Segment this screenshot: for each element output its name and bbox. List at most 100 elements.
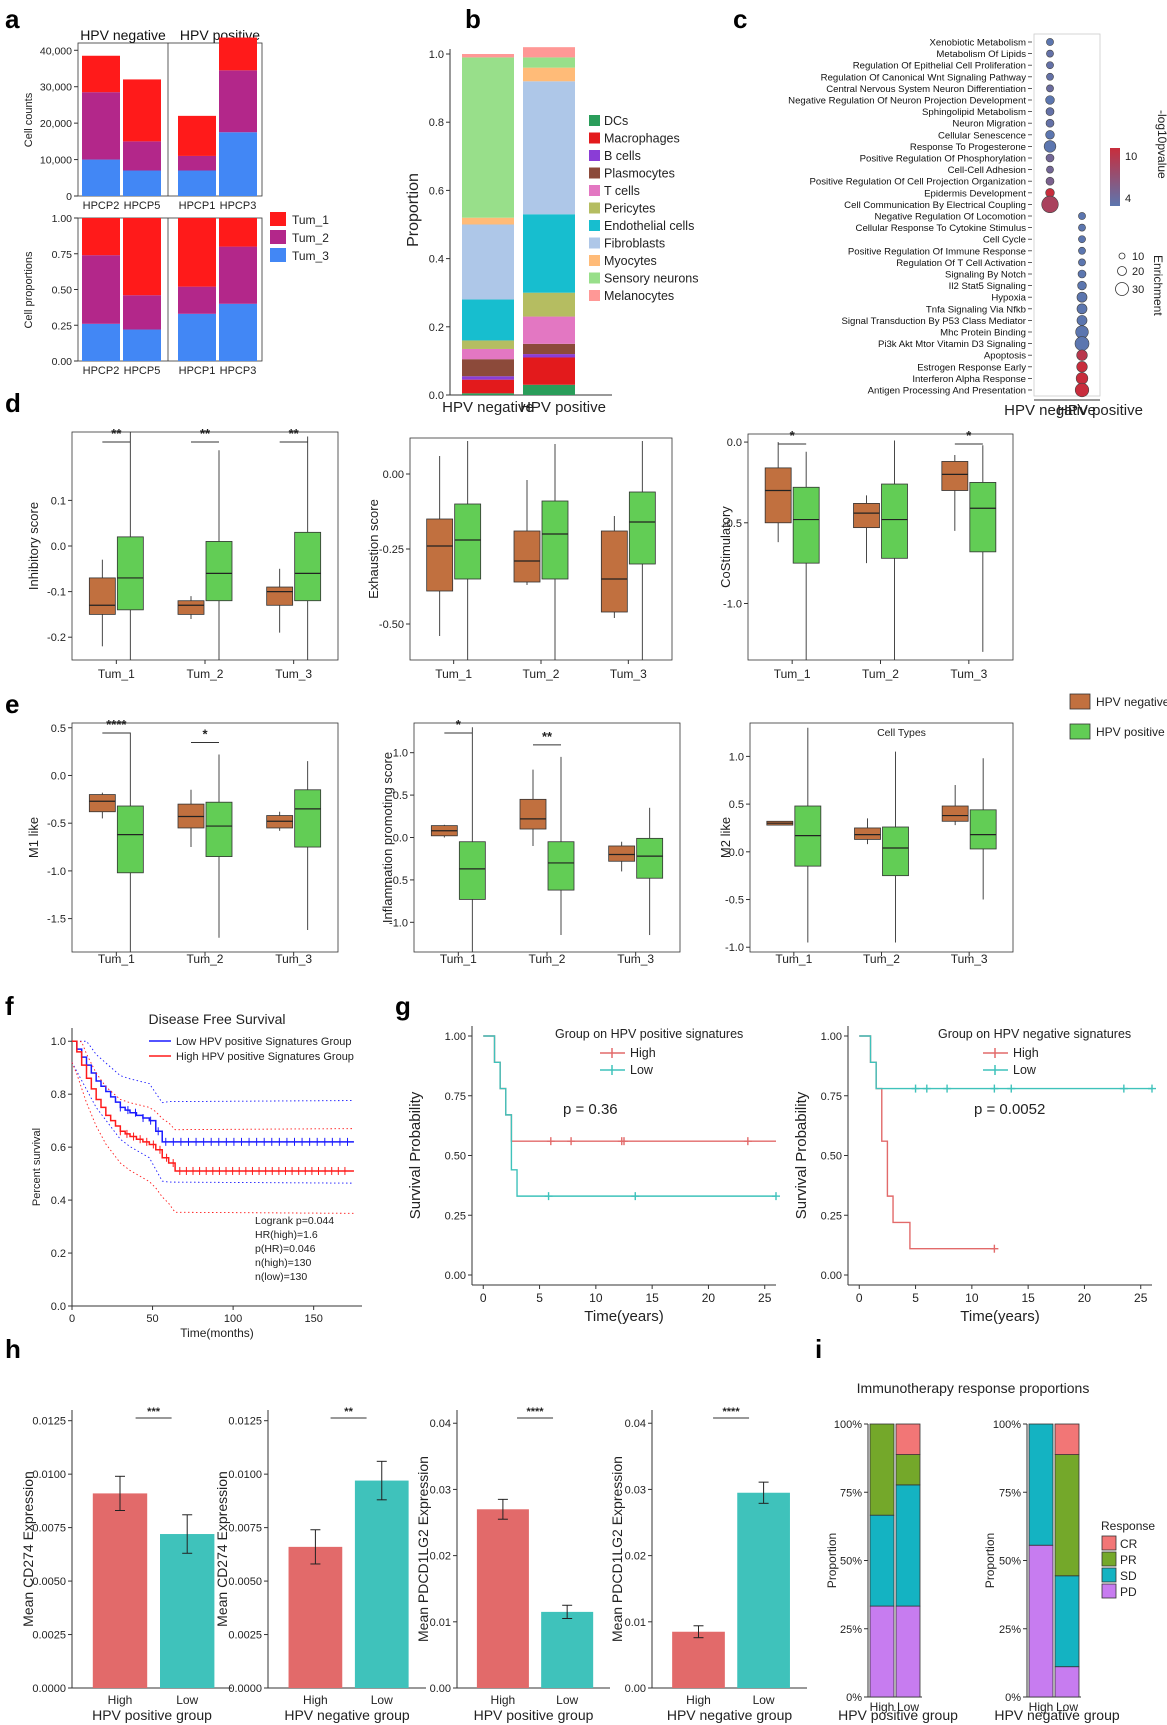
- i1-bar-Low-SD: [895, 1484, 921, 1607]
- d2-box-Tum_2-neg: [513, 530, 541, 583]
- c-dot: [1074, 336, 1090, 351]
- h1-ytick-label: 0.0000: [32, 1683, 66, 1695]
- a-top-bar-HPCP1-Tum_3: [178, 170, 216, 196]
- h4-ylabel: Mean PDCD1LG2 Expression: [609, 1456, 625, 1642]
- b-legend-label: Macrophages: [604, 132, 680, 146]
- g1-ytick-label: 1.00: [445, 1031, 466, 1043]
- c-size-legend-circle: [1117, 266, 1127, 276]
- g2-xtick-label: 5: [912, 1291, 919, 1305]
- e3-ytick-label: 0.0: [729, 847, 744, 859]
- e3-ytick-label: -0.5: [725, 895, 744, 907]
- c-dot: [1078, 258, 1086, 267]
- a-top-bar-HPCP3-Tum_1: [219, 37, 257, 71]
- c-pathway-label: Interferon Alpha Response: [912, 374, 1026, 385]
- d1-box-Tum_1-neg: [88, 577, 116, 615]
- g1-pvalue: p = 0.36: [563, 1101, 618, 1118]
- c-pathway-label: Signal Transduction By P53 Class Mediato…: [841, 316, 1026, 327]
- a-bottom-bar-HPCP1-Tum_2: [178, 286, 216, 314]
- panel-label-b: b: [465, 4, 481, 34]
- i2-ytick-label: 50%: [999, 1556, 1021, 1568]
- h3-ytick-label: 0.01: [430, 1617, 451, 1629]
- c-pathway-label: Central Nervous System Neuron Differenti…: [826, 84, 1026, 95]
- g1-xtick-label: 5: [536, 1291, 543, 1305]
- b-bar-HPV negative-Pericytes: [462, 340, 514, 349]
- i1-ytick-label: 75%: [840, 1487, 862, 1499]
- e2-sig-label: **: [542, 729, 553, 744]
- b-bar-HPV positive-Pericytes: [523, 292, 575, 317]
- c-dot: [1045, 130, 1055, 140]
- c-colorbar-tick: 4: [1125, 193, 1131, 205]
- e2-ytick-label: 0.0: [393, 833, 408, 845]
- g1-ytick-label: 0.00: [445, 1270, 466, 1282]
- c-pathway-label: Cellular Senescence: [938, 130, 1026, 141]
- f-xtick-label: 100: [224, 1313, 242, 1325]
- c-pathway-label: Tnfa Signaling Via Nfkb: [926, 304, 1026, 315]
- i1-ytick-label: 100%: [834, 1419, 862, 1431]
- a-group-label: HPV negative: [80, 27, 166, 43]
- c-dot: [1046, 49, 1054, 58]
- i2-xlabel: HPV negative group: [994, 1707, 1120, 1723]
- i2-xtick-label: High: [1029, 1700, 1054, 1714]
- a-top-ytick-label: 10,000: [40, 155, 72, 167]
- c-pathway-label: Signaling By Notch: [945, 270, 1026, 281]
- d3-box-Tum_2-neg: [853, 503, 880, 529]
- g1-xtick-label: 10: [589, 1291, 603, 1305]
- c-size-legend-label: 20: [1132, 266, 1144, 278]
- e2-box-Tum_1-pos: [458, 841, 486, 900]
- d3-box-Tum_1-pos: [792, 486, 820, 564]
- a-top-ytick-label: 0: [66, 191, 72, 203]
- e3-box-Tum_3-pos: [969, 809, 997, 850]
- c-pathway-label: Pi3k Akt Mtor Vitamin D3 Signaling: [878, 339, 1026, 350]
- c-pathway-label: Positive Regulation Of Phosphorylation: [860, 154, 1026, 165]
- b-legend-swatch: [589, 115, 600, 126]
- f-ytick-label: 0.4: [51, 1195, 66, 1207]
- b-legend-label: B cells: [604, 149, 641, 163]
- g1-legend-label: Low: [630, 1063, 654, 1077]
- e2-ytick-label: -0.5: [389, 875, 408, 887]
- b-bar-HPV negative-Macrophages: [462, 379, 514, 394]
- h1-ytick-label: 0.0100: [32, 1469, 66, 1481]
- h3-xtick-label: Low: [556, 1693, 578, 1707]
- f-stat-label: Logrank p=0.044: [255, 1215, 334, 1227]
- i-legend-swatch: [1101, 1583, 1117, 1599]
- e3-xtick-label: Tum_2: [863, 952, 900, 966]
- g2-xlabel: Time(years): [960, 1308, 1039, 1325]
- a-top-ytick-label: 30,000: [40, 82, 72, 94]
- c-dot: [1077, 269, 1087, 279]
- g1-xtick-label: 0: [480, 1291, 487, 1305]
- f-ci-band-High: [72, 1040, 354, 1131]
- e1-xtick-label: Tum_1: [98, 952, 135, 966]
- i2-bar-High-PD: [1028, 1544, 1054, 1698]
- c-frame: [1033, 33, 1101, 397]
- f-ci-band-Low: [71, 1062, 354, 1184]
- h4-bar-High: [672, 1631, 725, 1688]
- d3-xtick-label: Tum_3: [950, 667, 987, 681]
- b-bar-HPV positive-Myocytes: [523, 67, 575, 82]
- c-dot: [1046, 84, 1054, 93]
- d2-box-Tum_3-pos: [628, 491, 656, 565]
- c-pathway-label: Regulation Of Canonical Wnt Signaling Pa…: [821, 72, 1027, 83]
- h3-ytick-label: 0.04: [430, 1418, 451, 1430]
- h2-ytick-label: 0.0125: [228, 1416, 262, 1428]
- h3-ylabel: Mean PDCD1LG2 Expression: [415, 1456, 431, 1642]
- e3-box-Tum_3-neg: [941, 805, 969, 822]
- e1-ytick-label: 0.5: [51, 723, 66, 735]
- a-top-xtick-label: HPCP2: [83, 200, 120, 212]
- h3-xtick-label: High: [491, 1693, 516, 1707]
- b-bar-HPV positive-B cells: [523, 354, 575, 358]
- a-bottom-ytick-label: 0.50: [52, 285, 73, 297]
- d3-ylabel: CoStimulatory: [718, 506, 733, 588]
- box-legend-label: HPV negative: [1096, 695, 1167, 709]
- e2-xtick-label: Tum_2: [529, 952, 566, 966]
- h2-sig-label: **: [344, 1406, 353, 1418]
- d2-xtick-label: Tum_3: [610, 667, 647, 681]
- box-legend-swatch: [1069, 693, 1091, 710]
- c-pathway-label: Antigen Processing And Presentation: [868, 386, 1026, 397]
- h4-xtick-label: High: [686, 1693, 711, 1707]
- i2-bar-High-SD: [1028, 1423, 1054, 1546]
- e1-xtick-label: Tum_2: [187, 952, 224, 966]
- i-legend-label: CR: [1120, 1537, 1138, 1551]
- f-title: Disease Free Survival: [149, 1011, 286, 1027]
- i-legend-label: PR: [1120, 1553, 1137, 1567]
- a-legend-label: Tum_3: [292, 249, 329, 263]
